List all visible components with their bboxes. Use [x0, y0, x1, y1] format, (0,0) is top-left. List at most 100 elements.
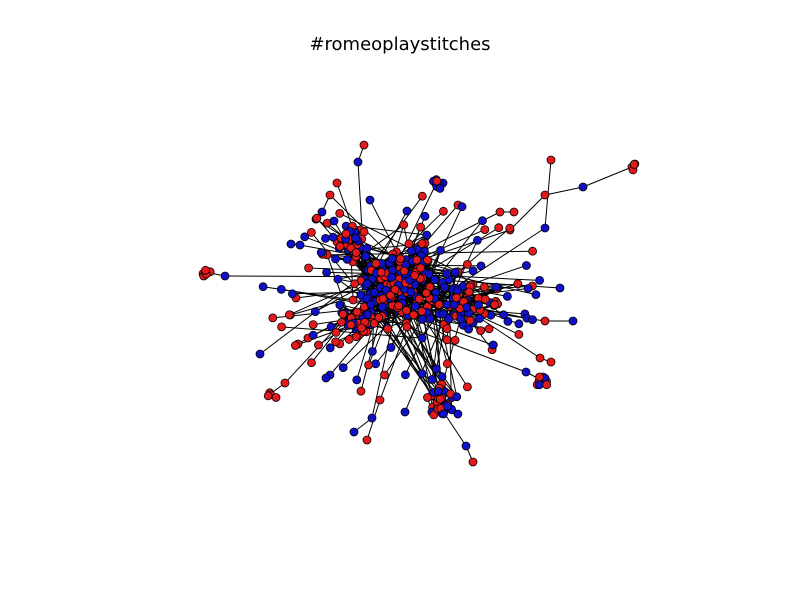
graph-node-blue: [488, 340, 498, 350]
graph-node-red: [359, 140, 369, 150]
graph-node-red: [495, 207, 505, 217]
graph-node-red: [335, 242, 345, 251]
graph-node-blue: [352, 375, 362, 385]
graph-node-blue: [331, 254, 340, 264]
graph-node-blue: [417, 333, 427, 343]
graph-node-blue: [400, 407, 410, 417]
graph-node-blue: [427, 375, 437, 384]
graph-node-blue: [365, 195, 375, 205]
graph-node-blue: [366, 299, 376, 309]
graph-edge: [544, 186, 584, 196]
graph-node-blue: [474, 300, 483, 310]
graph-node-red: [402, 305, 411, 315]
graph-node-blue: [425, 314, 435, 324]
graph-node-red: [374, 313, 384, 323]
graph-node-red: [399, 220, 409, 230]
graph-node-red: [629, 159, 639, 169]
graph-node-blue: [410, 301, 420, 311]
graph-node-red: [280, 378, 290, 388]
graph-node-blue: [220, 271, 230, 281]
graph-node-red: [434, 300, 444, 310]
graph-node-red: [271, 393, 281, 402]
graph-node-blue: [420, 211, 430, 221]
graph-title: #romeoplaystitches: [309, 34, 491, 55]
graph-node-red: [375, 395, 385, 405]
graph-node-blue: [417, 369, 427, 379]
graph-edge: [380, 316, 467, 447]
graph-node-red: [304, 263, 314, 273]
graph-node-blue: [308, 330, 318, 340]
graph-node-red: [416, 263, 426, 273]
graph-node-blue: [578, 182, 588, 192]
graph-node-blue: [321, 373, 331, 383]
graph-node-blue: [310, 307, 320, 317]
graph-node-blue: [523, 284, 533, 293]
graph-node-blue: [522, 261, 531, 270]
graph-node-blue: [367, 346, 377, 356]
graph-node-red: [465, 315, 475, 325]
graph-node-blue: [322, 267, 332, 277]
graph-node-red: [383, 324, 393, 334]
graph-node-red: [546, 155, 556, 165]
graph-node-red: [423, 393, 432, 402]
graph-node-blue: [300, 232, 310, 242]
graph-node-red: [410, 270, 420, 280]
graph-node-blue: [406, 287, 416, 297]
graph-edge: [446, 328, 494, 346]
graph-node-red: [369, 318, 379, 328]
graph-node-blue: [531, 290, 541, 300]
graph-node-red: [540, 316, 550, 326]
graph-node-blue: [456, 314, 466, 324]
graph-node-red: [480, 294, 490, 304]
graph-node-blue: [461, 441, 471, 451]
graph-node-blue: [438, 409, 448, 419]
graph-node-red: [464, 287, 474, 297]
graph-node-red: [312, 213, 322, 223]
graph-node-red: [412, 255, 422, 265]
graph-node-red: [344, 334, 354, 344]
graph-node-red: [513, 279, 523, 289]
graph-node-red: [394, 301, 404, 311]
graph-node-blue: [316, 248, 326, 257]
graph-edge: [404, 279, 450, 376]
graph-node-blue: [325, 343, 335, 353]
graph-node-red: [348, 295, 358, 305]
graph-node-red: [476, 326, 486, 336]
graph-node-red: [350, 279, 360, 289]
graph-node-red: [331, 337, 341, 347]
graph-node-blue: [258, 282, 268, 292]
graph-node-red: [268, 313, 278, 323]
graph-node-blue: [450, 267, 460, 277]
graph-node-red: [438, 206, 448, 216]
graph-node-red: [290, 341, 300, 350]
graph-node-red: [514, 329, 524, 339]
graph-node-blue: [442, 401, 452, 411]
graph-node-blue: [540, 223, 550, 233]
graph-node-blue: [499, 310, 509, 320]
graph-node-red: [417, 191, 427, 201]
graph-node-blue: [453, 409, 463, 419]
graph-node-red: [546, 357, 556, 367]
graph-node-blue: [386, 343, 396, 352]
graph-node-blue: [424, 269, 434, 279]
graph-node-red: [409, 310, 419, 320]
graph-node-red: [263, 391, 273, 401]
graph-node-blue: [535, 275, 544, 285]
graph-node-red: [450, 335, 460, 345]
graph-node-blue: [295, 240, 305, 250]
graph-node-blue: [437, 372, 447, 382]
graph-node-blue: [418, 314, 427, 324]
graph-node-blue: [321, 233, 330, 243]
graph-node-red: [429, 410, 439, 420]
graph-node-red: [341, 229, 351, 239]
graph-node-blue: [521, 367, 531, 377]
graph-node-blue: [503, 316, 513, 326]
graph-node-blue: [287, 289, 297, 299]
graph-node-blue: [328, 232, 338, 242]
graph-node-blue: [422, 230, 432, 240]
graph-node-blue: [362, 243, 372, 253]
graph-node-blue: [326, 322, 336, 332]
graph-node-red: [376, 267, 386, 277]
graph-node-red: [417, 306, 427, 316]
graph-node-blue: [457, 202, 467, 212]
